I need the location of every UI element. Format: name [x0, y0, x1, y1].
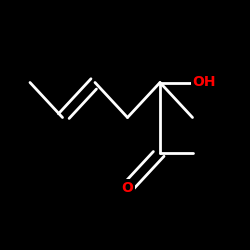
Text: OH: OH: [192, 76, 216, 90]
Text: O: O: [122, 180, 134, 194]
